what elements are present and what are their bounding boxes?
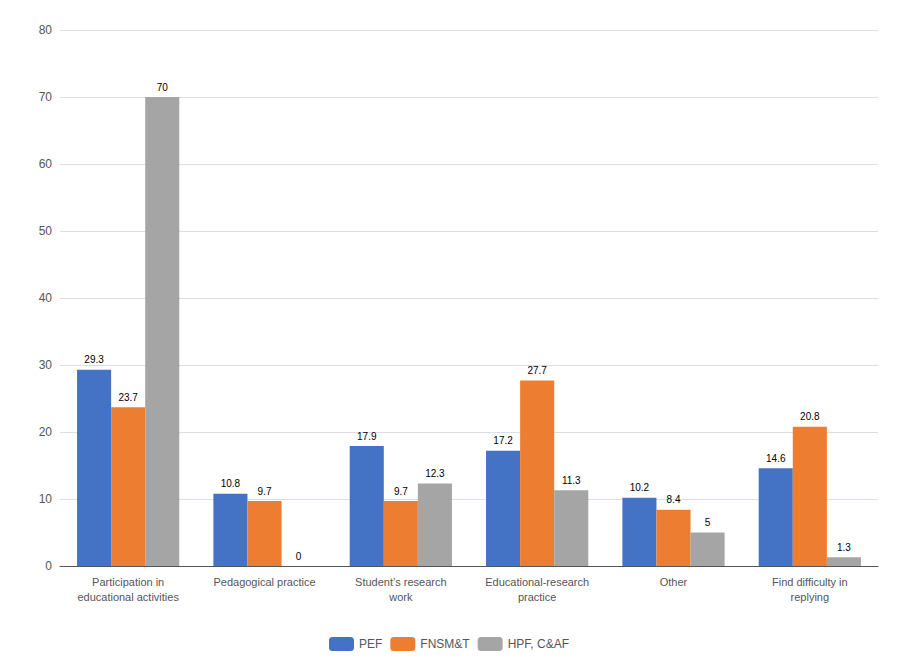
svg-text:work: work — [388, 591, 413, 603]
svg-text:9.7: 9.7 — [258, 486, 272, 497]
svg-text:30: 30 — [39, 358, 53, 372]
svg-text:10.8: 10.8 — [221, 478, 241, 489]
svg-text:70: 70 — [157, 82, 169, 93]
svg-text:educational activities: educational activities — [77, 591, 179, 603]
svg-text:replying: replying — [791, 591, 830, 603]
svg-text:Find difficulty in: Find difficulty in — [772, 576, 848, 588]
svg-text:23.7: 23.7 — [118, 392, 138, 403]
svg-text:17.9: 17.9 — [357, 431, 377, 442]
svg-text:60: 60 — [39, 157, 53, 171]
svg-text:PEF: PEF — [359, 637, 382, 651]
svg-text:40: 40 — [39, 291, 53, 305]
svg-text:Student’s research: Student’s research — [355, 576, 447, 588]
svg-text:14.6: 14.6 — [766, 453, 786, 464]
svg-text:HPF, C&AF: HPF, C&AF — [508, 637, 569, 651]
svg-text:5: 5 — [705, 517, 711, 528]
svg-text:0: 0 — [45, 559, 52, 573]
svg-text:8.4: 8.4 — [667, 494, 681, 505]
svg-text:10: 10 — [39, 492, 53, 506]
svg-text:10.2: 10.2 — [630, 482, 650, 493]
svg-text:20.8: 20.8 — [800, 411, 820, 422]
svg-text:70: 70 — [39, 90, 53, 104]
svg-text:Other: Other — [660, 576, 688, 588]
svg-text:50: 50 — [39, 224, 53, 238]
svg-text:Participation in: Participation in — [92, 576, 164, 588]
svg-text:FNSM&T: FNSM&T — [420, 637, 470, 651]
svg-text:27.7: 27.7 — [527, 365, 547, 376]
svg-text:Educational-research: Educational-research — [485, 576, 589, 588]
svg-text:practice: practice — [518, 591, 557, 603]
svg-text:29.3: 29.3 — [84, 354, 104, 365]
svg-text:1.3: 1.3 — [837, 542, 851, 553]
svg-text:11.3: 11.3 — [562, 475, 581, 486]
svg-text:12.3: 12.3 — [425, 468, 445, 479]
svg-text:Pedagogical practice: Pedagogical practice — [213, 576, 315, 588]
svg-text:80: 80 — [39, 23, 53, 37]
svg-text:17.2: 17.2 — [493, 435, 513, 446]
svg-text:9.7: 9.7 — [394, 486, 408, 497]
svg-text:0: 0 — [296, 551, 302, 562]
svg-text:20: 20 — [39, 425, 53, 439]
